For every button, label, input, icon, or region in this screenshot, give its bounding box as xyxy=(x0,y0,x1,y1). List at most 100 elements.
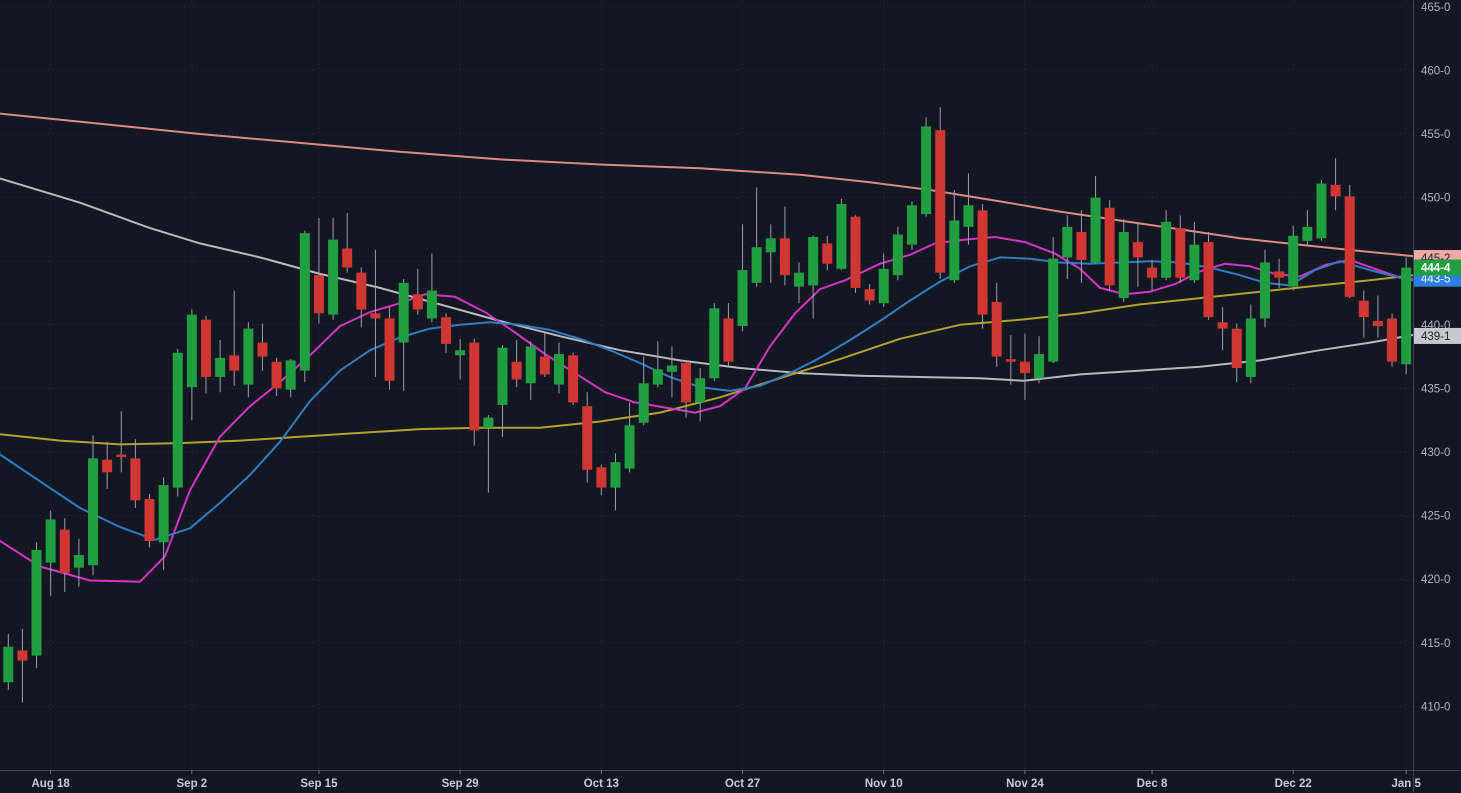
candle-down xyxy=(723,318,734,362)
candle-up xyxy=(737,270,748,327)
candle-down xyxy=(313,275,324,314)
candle-up xyxy=(243,328,254,385)
candle-down xyxy=(257,342,268,357)
candle-up xyxy=(751,247,762,283)
candle-up xyxy=(1302,226,1313,241)
candle-down xyxy=(568,355,579,403)
candle-up xyxy=(455,350,466,356)
time-tick-label: Sep 2 xyxy=(177,778,208,790)
candle-down xyxy=(1231,328,1242,369)
candle-up xyxy=(652,369,663,385)
time-tick-label: Nov 24 xyxy=(1006,778,1044,790)
candle-up xyxy=(1288,235,1299,287)
candle-down xyxy=(412,294,423,310)
price-axis[interactable] xyxy=(1413,0,1461,770)
candle-down xyxy=(681,362,692,403)
candle-up xyxy=(1090,197,1101,263)
candle-down xyxy=(977,210,988,315)
candle-down xyxy=(1274,271,1285,278)
candle-down xyxy=(441,317,452,344)
candle-down xyxy=(1330,184,1341,197)
candle-up xyxy=(88,458,99,566)
price-tick-label: 430-0 xyxy=(1421,447,1450,459)
candle-up xyxy=(949,220,960,281)
candle-up xyxy=(666,365,677,372)
candle-up xyxy=(794,272,805,287)
candle-down xyxy=(1344,196,1355,297)
ma-yellow-line xyxy=(0,274,1414,446)
last-price: 444-4 xyxy=(1421,263,1451,275)
candle-down xyxy=(1104,207,1115,286)
candle-down xyxy=(1358,300,1369,318)
candle-down xyxy=(370,313,381,319)
candle-down xyxy=(511,361,522,380)
time-tick-label: Oct 13 xyxy=(584,778,619,790)
candle-down xyxy=(1076,231,1087,260)
price-tick-label: 410-0 xyxy=(1421,701,1450,713)
candle-down xyxy=(935,130,946,273)
time-axis[interactable] xyxy=(0,770,1413,793)
price-tick-label: 420-0 xyxy=(1421,574,1450,586)
time-tick-label: Nov 10 xyxy=(865,778,903,790)
candle-down xyxy=(271,361,282,389)
time-tick-label: Oct 27 xyxy=(725,778,760,790)
candle-up xyxy=(285,360,296,390)
time-tick-label: Dec 22 xyxy=(1275,778,1312,790)
candle-up xyxy=(553,354,564,385)
candle-up xyxy=(1118,231,1129,299)
candle-up xyxy=(525,346,536,384)
candle-up xyxy=(299,233,310,371)
candle-up xyxy=(186,314,197,388)
candle-up xyxy=(709,308,720,379)
time-tick-label: Jan 5 xyxy=(1391,778,1421,790)
candle-down xyxy=(200,319,211,377)
candle-up xyxy=(921,126,932,215)
candle-up xyxy=(483,417,494,428)
candle-down xyxy=(384,318,395,381)
candle-down xyxy=(850,216,861,288)
candle-down xyxy=(59,529,70,573)
candle-up xyxy=(1259,262,1270,319)
candle-down xyxy=(144,499,155,542)
candle-up xyxy=(638,383,649,423)
time-axis-labels: Aug 18 Sep 2 Sep 15 Sep 29 Oct 13 Oct 27 Nov 1… xyxy=(31,770,1421,790)
candle-down xyxy=(991,301,1002,357)
candle-down xyxy=(582,406,593,470)
candle-up xyxy=(158,485,169,543)
candle-down xyxy=(1005,359,1016,362)
ma-blue-line xyxy=(0,256,1414,541)
candle-up xyxy=(1161,221,1172,278)
price-tick-label: 460-0 xyxy=(1421,65,1450,77)
candle-up xyxy=(963,205,974,227)
candle-up xyxy=(836,203,847,269)
candle-down xyxy=(1147,267,1158,278)
ma-blue-value: 443-5 xyxy=(1421,274,1450,286)
ma-gray-line xyxy=(0,177,1414,382)
candle-down xyxy=(1019,361,1030,374)
candle-up xyxy=(1048,258,1059,362)
price-tick-label: 415-0 xyxy=(1421,638,1450,650)
candles-layer xyxy=(3,107,1412,703)
candle-down xyxy=(130,458,141,501)
candle-down xyxy=(822,243,833,264)
candle-up xyxy=(765,238,776,253)
candle-down xyxy=(539,356,550,375)
time-tick-label: Aug 18 xyxy=(31,778,70,790)
price-tick-label: 435-0 xyxy=(1421,383,1450,395)
candle-up xyxy=(610,462,621,488)
candle-up xyxy=(906,205,917,245)
price-tick-label: 450-0 xyxy=(1421,193,1450,205)
candle-up xyxy=(73,555,84,568)
candle-down xyxy=(596,467,607,488)
candle-up xyxy=(172,352,183,488)
candle-down xyxy=(469,342,480,431)
candle-up xyxy=(892,234,903,276)
candle-up xyxy=(497,347,508,405)
candle-down xyxy=(102,459,113,473)
ma-salmon-line xyxy=(0,112,1414,258)
candle-down xyxy=(1203,242,1214,318)
ma-gray-value-tag: 439-1 xyxy=(1414,327,1461,344)
